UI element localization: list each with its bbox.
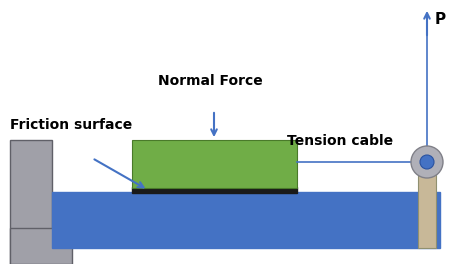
Bar	[132, 140, 297, 188]
Bar	[52, 192, 440, 248]
Circle shape	[411, 146, 443, 178]
Text: P: P	[435, 12, 446, 27]
Text: Normal Force: Normal Force	[158, 74, 263, 88]
Text: Friction surface: Friction surface	[10, 118, 132, 132]
Bar	[10, 140, 52, 264]
Bar	[10, 228, 72, 264]
Bar	[132, 187, 297, 193]
Text: Tension cable: Tension cable	[287, 134, 393, 148]
Bar	[418, 164, 436, 248]
Circle shape	[420, 155, 434, 169]
